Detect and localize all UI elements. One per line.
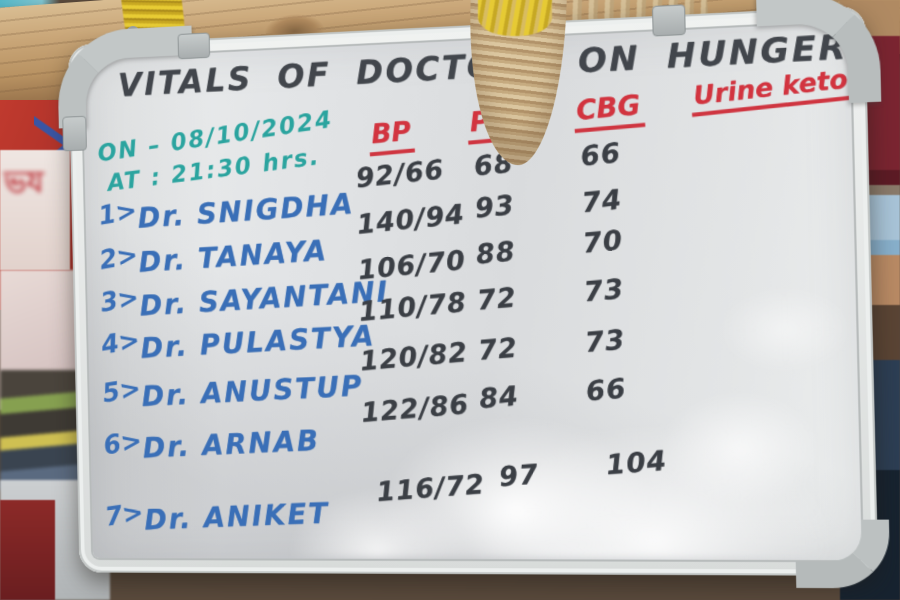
column-header-cbg: CBG [572, 89, 645, 134]
pr-value: 93 [473, 189, 516, 225]
whiteboard: VITALS OF DOCTORS ON HUNGER STRIKE ON – … [56, 0, 891, 589]
doctor-name: Dr. PULASTYA [139, 318, 377, 365]
pr-value: 84 [477, 380, 521, 416]
column-header-bp: BP [367, 115, 416, 157]
bp-value: 106/70 [356, 244, 468, 287]
white-banner [0, 150, 70, 270]
row-number: 1> [96, 195, 140, 232]
row-number: 6> [101, 425, 145, 462]
frame-clip [651, 4, 686, 37]
row-number: 4> [99, 324, 142, 361]
cbg-value: 73 [583, 324, 627, 360]
row-number: 2> [97, 239, 140, 277]
rope-tassel-knot [478, 0, 552, 36]
pr-value: 97 [497, 459, 541, 494]
row-number: 3> [98, 282, 141, 319]
pr-value: 72 [476, 332, 520, 367]
cbg-value: 66 [579, 137, 623, 173]
bp-value: 122/86 [359, 389, 471, 429]
frame-clip [177, 32, 211, 60]
bp-value: 92/66 [354, 154, 446, 195]
bp-value: 116/72 [375, 469, 487, 509]
whiteboard-surface: VITALS OF DOCTORS ON HUNGER STRIKE ON – … [82, 21, 862, 561]
doctor-name: Dr. TANAYA [137, 233, 329, 279]
cbg-value: 66 [584, 373, 628, 408]
maroon-cloth [0, 500, 55, 600]
doctor-name: Dr. SNIGDHA [136, 186, 356, 235]
row-number: 5> [100, 373, 143, 410]
doctor-name: Dr. ARNAB [141, 423, 321, 465]
cbg-value: 74 [580, 184, 624, 220]
bengali-script-marks: ভয [4, 165, 44, 200]
doctor-name: Dr. ANIKET [143, 496, 331, 537]
pr-value: 72 [475, 282, 518, 317]
bp-value: 140/94 [355, 198, 467, 241]
doctor-name: Dr. ANUSTUP [140, 368, 365, 413]
pr-value: 88 [474, 235, 517, 271]
cbg-value: 73 [582, 273, 626, 309]
cbg-value: 70 [581, 224, 625, 260]
doctor-name: Dr. SAYANTANI [138, 274, 390, 323]
cbg-value: 104 [604, 445, 669, 482]
frame-clip [62, 115, 87, 152]
row-number: 7> [102, 497, 146, 533]
